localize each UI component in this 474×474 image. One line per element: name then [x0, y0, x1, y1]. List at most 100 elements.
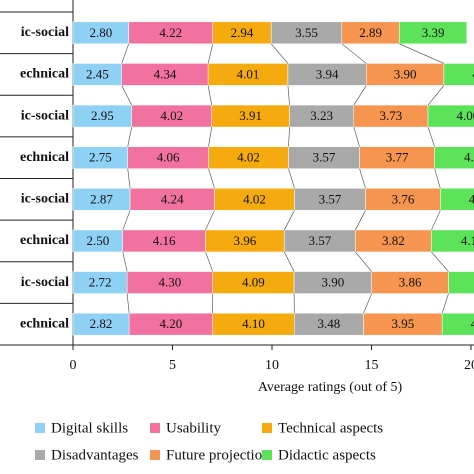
legend-swatch [35, 423, 45, 433]
legend-label: Future projection [166, 447, 270, 463]
value-label: 4.02 [237, 150, 260, 165]
legend-swatch [262, 450, 272, 460]
legend-swatch [262, 423, 272, 433]
value-label: 3.57 [313, 150, 336, 165]
connector [363, 293, 372, 314]
connector [284, 251, 295, 272]
value-label: 4.10 [464, 150, 474, 165]
connector [355, 251, 372, 272]
x-tick-label: 10 [265, 358, 279, 373]
legend-label: Disadvantages [51, 447, 139, 463]
x-tick-label: 5 [169, 358, 176, 373]
connector [122, 251, 128, 272]
connector [359, 168, 366, 189]
value-label: 4.02 [243, 191, 266, 206]
value-label: 2.87 [90, 191, 113, 206]
connector [427, 85, 445, 106]
x-tick-label: 15 [365, 358, 379, 373]
bar-segment [443, 63, 474, 86]
connector [288, 127, 290, 147]
value-label: 4.00 [469, 191, 474, 206]
value-label: 2.72 [89, 275, 112, 290]
value-label: 4.09 [242, 275, 265, 290]
connector [441, 293, 449, 314]
value-label: 4.01 [237, 66, 260, 81]
bar-segment [434, 146, 474, 169]
value-label: 3.91 [239, 108, 262, 123]
connector [205, 251, 213, 272]
category-label: echnical [20, 233, 69, 248]
bar-segment [448, 271, 474, 294]
value-label: 3.86 [399, 275, 422, 290]
bar-segment [427, 104, 474, 128]
value-label: 4.20 [160, 316, 183, 331]
x-tick-label: 0 [70, 358, 77, 373]
value-label: 2.82 [90, 316, 113, 331]
connector [284, 210, 295, 231]
value-label: 4.30 [159, 275, 182, 290]
connector [399, 43, 445, 64]
bar-segment [440, 188, 474, 211]
legend-label: Usability [166, 420, 221, 436]
connector [127, 168, 131, 189]
value-label: 4.10 [461, 233, 474, 248]
legend-label: Technical aspects [278, 420, 383, 436]
value-label: 4.24 [161, 191, 184, 206]
value-label: 3.76 [392, 191, 415, 206]
connector [121, 43, 130, 64]
x-tick-label: 20 [464, 358, 474, 373]
value-label: 4.16 [153, 233, 176, 248]
bar-segment [399, 21, 468, 45]
value-label: 4.02 [160, 108, 183, 123]
legend-label: Digital skills [51, 420, 128, 436]
x-axis-title: Average ratings (out of 5) [258, 380, 403, 395]
connector [270, 43, 289, 64]
category-label: echnical [20, 150, 69, 165]
connector [126, 293, 130, 314]
connector [288, 168, 295, 189]
value-label: 2.80 [89, 25, 112, 40]
value-label: 3.57 [308, 233, 331, 248]
value-label: 4.22 [159, 25, 182, 40]
value-label: 4.00 [471, 316, 474, 331]
value-label: 3.73 [380, 108, 403, 123]
category-label: ic-social [21, 192, 69, 207]
legend-swatch [35, 450, 45, 460]
value-label: 3.82 [382, 233, 405, 248]
value-label: 2.75 [89, 150, 112, 165]
connector [121, 85, 132, 106]
connector [341, 43, 367, 64]
value-label: 3.90 [322, 275, 345, 290]
value-label: 2.95 [91, 108, 114, 123]
value-label: 2.50 [87, 233, 110, 248]
value-label: 2.89 [359, 25, 382, 40]
value-label: 3.23 [310, 108, 333, 123]
value-label: 3.95 [391, 316, 414, 331]
value-label: 3.90 [394, 66, 417, 81]
value-label: 3.55 [295, 25, 318, 40]
category-label: echnical [20, 67, 69, 82]
value-label: 3.48 [318, 316, 341, 331]
legend-swatch [150, 423, 160, 433]
connector [431, 210, 441, 231]
value-label: 4.00 [472, 66, 474, 81]
connector [208, 168, 215, 189]
connector [208, 127, 212, 147]
value-label: 3.57 [319, 191, 342, 206]
connector [434, 168, 441, 189]
connector [427, 126, 435, 147]
value-label: 2.94 [231, 25, 254, 40]
legend-label: Didactic aspects [278, 447, 376, 463]
category-label: ic-social [21, 25, 69, 40]
connector [122, 210, 131, 231]
value-label: 4.34 [154, 66, 177, 81]
category-label: echnical [20, 316, 69, 331]
bar-segment [441, 312, 474, 336]
connector [353, 85, 367, 106]
connector [127, 127, 132, 147]
value-label: 3.39 [422, 25, 445, 40]
value-label: 2.45 [86, 66, 109, 81]
connector [353, 126, 360, 147]
value-label: 3.96 [234, 233, 257, 248]
